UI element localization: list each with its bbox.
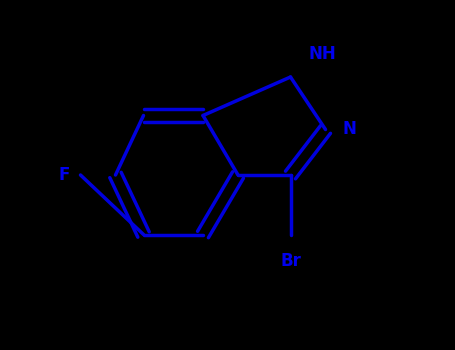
Text: N: N bbox=[343, 120, 357, 139]
Text: Br: Br bbox=[280, 252, 301, 270]
Text: F: F bbox=[59, 166, 70, 184]
Text: NH: NH bbox=[308, 45, 336, 63]
